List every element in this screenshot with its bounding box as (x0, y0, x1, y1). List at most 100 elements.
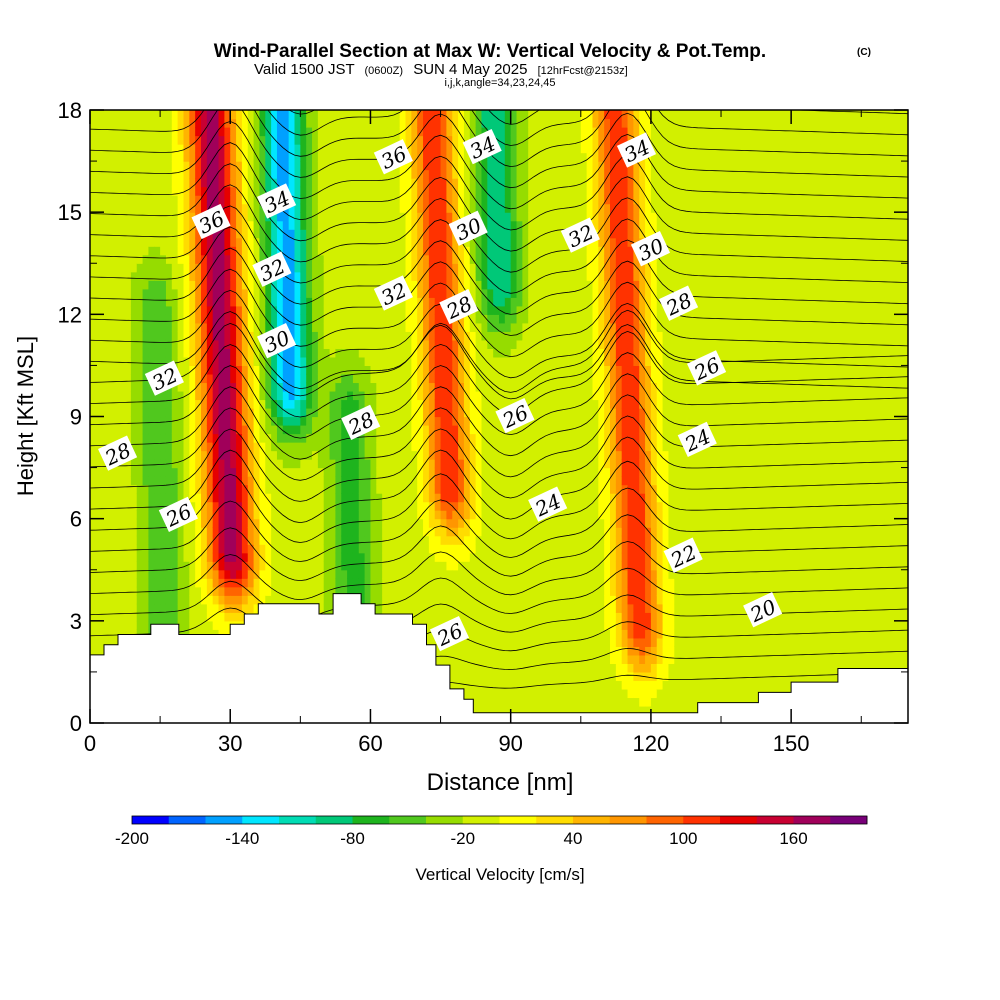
velocity-cell (276, 484, 284, 494)
velocity-cell (463, 322, 471, 332)
velocity-cell (142, 535, 150, 545)
velocity-cell (387, 229, 395, 239)
velocity-cell (165, 569, 173, 579)
velocity-cell (236, 484, 243, 494)
velocity-cell (423, 527, 430, 537)
velocity-cell (393, 373, 401, 384)
velocity-cell (411, 161, 418, 171)
velocity-cell (382, 544, 389, 554)
velocity-cell (195, 186, 202, 196)
velocity-cell (224, 271, 231, 281)
velocity-cell (487, 348, 494, 358)
velocity-cell (201, 399, 208, 409)
velocity-cell (101, 305, 109, 315)
velocity-cell (230, 356, 237, 367)
velocity-cell (323, 331, 331, 341)
velocity-cell (329, 399, 336, 409)
velocity-cell (142, 237, 150, 247)
velocity-cell (475, 535, 483, 545)
velocity-cell (382, 407, 389, 418)
velocity-cell (364, 305, 372, 315)
velocity-cell (253, 118, 261, 128)
velocity-cell (405, 280, 412, 290)
velocity-cell (423, 586, 430, 596)
velocity-cell (300, 280, 307, 290)
velocity-cell (107, 161, 114, 171)
velocity-cell (376, 425, 383, 435)
velocity-cell (323, 527, 331, 537)
velocity-cell (294, 476, 301, 486)
velocity-cell (323, 169, 331, 179)
velocity-cell (107, 518, 114, 528)
velocity-cell (428, 442, 436, 452)
velocity-cell (417, 220, 424, 230)
velocity-cell (428, 288, 436, 298)
velocity-cell (446, 646, 453, 656)
velocity-cell (119, 331, 126, 341)
velocity-cell (288, 586, 296, 596)
velocity-cell (95, 322, 103, 332)
velocity-cell (481, 705, 488, 716)
velocity-cell (95, 407, 103, 418)
velocity-cell (446, 288, 453, 298)
velocity-cell (101, 544, 109, 554)
velocity-cell (189, 433, 196, 443)
velocity-cell (370, 390, 377, 401)
velocity-cell (405, 161, 412, 171)
velocity-cell (411, 322, 418, 332)
velocity-cell (171, 254, 179, 264)
velocity-cell (423, 356, 430, 367)
velocity-cell (481, 629, 488, 639)
velocity-cell (306, 195, 313, 205)
velocity-cell (154, 305, 161, 315)
velocity-cell (95, 212, 103, 222)
velocity-cell (107, 322, 114, 332)
velocity-cell (282, 305, 290, 315)
velocity-cell (423, 254, 430, 264)
velocity-cell (411, 425, 418, 435)
velocity-cell (218, 518, 225, 528)
velocity-cell (300, 237, 307, 247)
velocity-cell (341, 399, 348, 409)
velocity-cell (236, 263, 243, 273)
velocity-cell (160, 552, 167, 562)
velocity-cell (300, 373, 307, 384)
velocity-cell (236, 407, 243, 418)
velocity-cell (317, 390, 325, 401)
velocity-cell (276, 314, 284, 324)
velocity-cell (399, 297, 407, 307)
velocity-cell (352, 280, 360, 290)
velocity-cell (323, 467, 331, 477)
velocity-cell (160, 484, 167, 494)
velocity-cell (487, 237, 494, 247)
velocity-cell (171, 442, 179, 452)
velocity-cell (376, 484, 383, 494)
velocity-cell (335, 246, 342, 256)
velocity-cell (259, 220, 266, 230)
velocity-cell (323, 510, 331, 520)
velocity-cell (107, 399, 114, 409)
velocity-cell (364, 118, 372, 128)
velocity-cell (458, 442, 465, 452)
velocity-cell (276, 552, 284, 562)
velocity-cell (423, 450, 430, 460)
velocity-cell (236, 127, 243, 137)
velocity-cell (253, 442, 261, 452)
velocity-cell (177, 348, 185, 358)
velocity-cell (352, 339, 360, 349)
velocity-cell (364, 263, 372, 273)
velocity-cell (130, 399, 138, 409)
velocity-cell (352, 493, 360, 503)
velocity-cell (90, 220, 97, 230)
velocity-cell (154, 280, 161, 290)
velocity-cell (387, 169, 395, 179)
velocity-cell (440, 220, 448, 230)
velocity-cell (218, 433, 225, 443)
velocity-cell (440, 535, 448, 545)
velocity-cell (463, 603, 471, 613)
velocity-cell (230, 382, 237, 392)
velocity-cell (347, 305, 354, 315)
velocity-cell (189, 135, 196, 145)
velocity-cell (288, 280, 296, 290)
velocity-cell (212, 161, 220, 171)
